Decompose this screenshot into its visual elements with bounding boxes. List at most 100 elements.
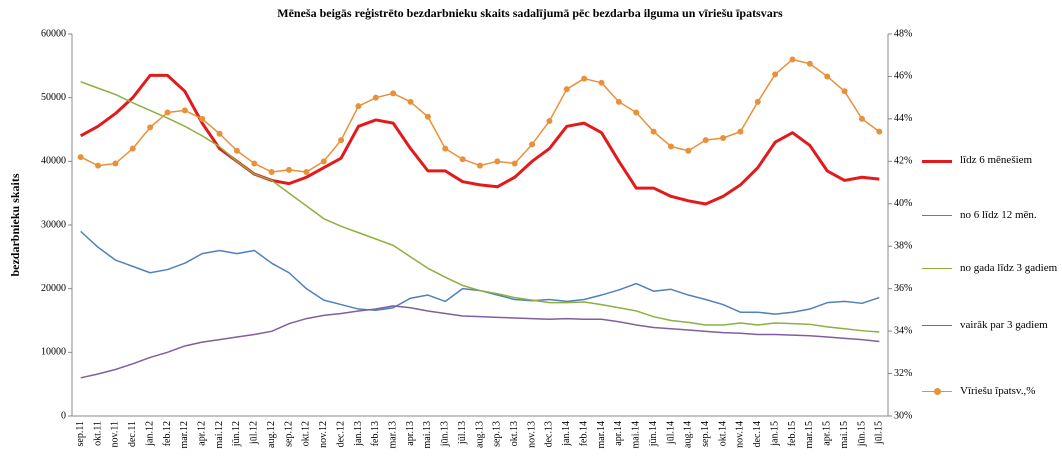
point [772,71,779,78]
point [806,60,813,67]
point [615,98,622,105]
point [112,160,119,167]
x-tick-label: nov.13 [526,421,537,448]
point [702,137,709,144]
point [95,162,102,169]
x-tick-label: jūn.12 [231,421,242,447]
x-tick-label: mai.15 [839,421,850,449]
y-tick-label: 50000 [41,92,66,103]
x-tick-label: sep.11 [75,421,86,446]
point [511,160,518,167]
point [407,98,414,105]
y-tick-label: 30000 [41,219,66,230]
x-tick-label: apr.12 [197,421,208,446]
legend-swatch [922,325,952,326]
x-tick-label: aug.12 [266,421,277,448]
x-tick-label: apr.15 [822,421,833,446]
y-tick-label: 20000 [41,283,66,294]
y-tick-label: 60000 [41,28,66,39]
point [633,109,640,116]
y-tick-label: 40000 [41,156,66,167]
x-tick-label: mai.12 [214,421,225,449]
x-tick-label: jūl.14 [665,421,676,445]
point [268,168,275,175]
point [581,75,588,82]
x-tick-label: jūl.13 [457,421,468,445]
x-tick-label: feb.13 [370,421,381,446]
point [858,115,865,122]
x-tick-label: jan.14 [561,421,572,447]
x-tick-label: apr.14 [613,421,624,446]
legend-marker [934,388,941,395]
x-tick-label: feb.14 [578,421,589,446]
point [372,94,379,101]
series-line [80,305,880,379]
legend-label: vairāk par 3 gadiem [960,319,1048,331]
y-tick-label: 10000 [41,347,66,358]
x-tick-label: sep.13 [492,421,503,447]
point [77,154,84,161]
point [424,113,431,120]
point [320,158,327,165]
x-tick-label: nov.12 [318,421,329,448]
x-tick-label: mai.14 [631,421,642,449]
x-tick-label: mar.12 [179,421,190,449]
point [477,162,483,169]
point [129,145,136,152]
x-tick-label: sep.12 [283,421,294,447]
x-tick-label: jūl.12 [249,421,260,445]
point [355,103,362,110]
point [216,130,223,137]
point [824,73,831,80]
point [494,158,501,165]
x-tick-label: sep.14 [700,421,711,447]
x-tick-label: jūn.13 [440,421,451,447]
y2-tick-label: 32% [894,368,912,379]
point [233,147,240,154]
x-tick-label: mar.13 [387,421,398,449]
legend-swatch [922,215,952,216]
x-tick-label: feb.15 [787,421,798,446]
point [563,86,570,93]
x-tick-label: mar.14 [596,421,607,449]
point [667,143,674,150]
legend-swatch [922,268,952,269]
y-tick-label: 0 [61,410,66,421]
x-tick-label: nov.14 [735,421,746,448]
point [720,134,727,141]
point [286,166,293,173]
point [390,90,397,97]
point [789,56,796,63]
point [147,124,154,131]
y2-tick-label: 48% [894,28,912,39]
legend-label: no gada līdz 3 gadiem [960,262,1058,274]
series-line [80,81,880,333]
legend-label: no 6 līdz 12 mēn. [960,209,1037,221]
x-tick-label: jūn.15 [856,421,867,447]
point [303,168,310,175]
point [164,109,171,116]
legend-label: līdz 6 mēnešiem [960,154,1033,166]
x-tick-label: nov.11 [110,421,121,447]
x-tick-label: dec.14 [752,421,763,447]
x-tick-label: jūn.14 [648,421,659,447]
x-tick-label: jan.13 [353,421,364,447]
x-tick-label: okt.11 [92,421,103,446]
point [529,141,536,148]
x-tick-label: mai.13 [422,421,433,449]
point [737,128,744,135]
legend-label: Vīriešu īpatsv.,% [960,385,1036,397]
y2-tick-label: 36% [894,283,912,294]
y2-tick-label: 38% [894,241,912,252]
point [546,118,553,125]
x-tick-label: mar.15 [804,421,815,449]
x-tick-label: dec.12 [335,421,346,447]
x-tick-label: jūl.15 [874,421,885,445]
point [338,137,345,144]
point [685,147,692,154]
x-tick-label: okt.12 [301,421,312,446]
point [442,145,449,152]
x-tick-label: jan.12 [144,421,155,447]
